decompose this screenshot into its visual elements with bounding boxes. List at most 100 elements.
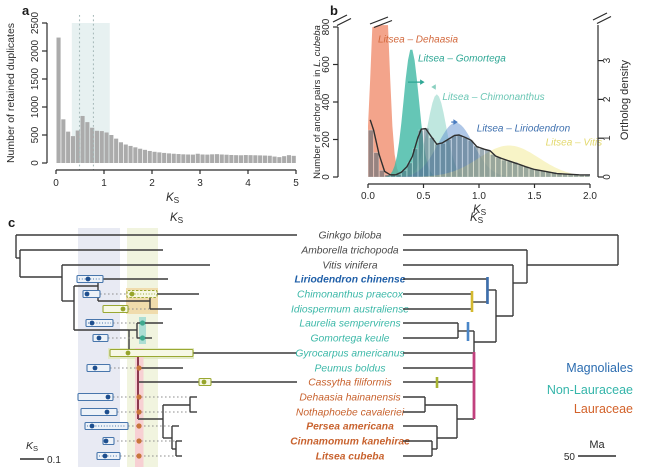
x-tick-label: 4 xyxy=(245,178,251,189)
legend-magnoliales: Magnoliales xyxy=(566,361,633,375)
ks-tree-header: KS xyxy=(170,212,184,225)
peak-shift-arrowhead xyxy=(431,84,436,90)
y-tick-label: 0 xyxy=(30,160,41,166)
anchor-pair-histogram xyxy=(368,128,590,178)
ks-tree xyxy=(15,234,297,457)
y-tick-label: 600 xyxy=(321,56,332,73)
x-tick-label: 0.0 xyxy=(361,191,375,202)
histogram-bar xyxy=(495,157,502,178)
ma-scalebar-label: Ma xyxy=(589,439,605,451)
histogram-bar xyxy=(467,140,474,178)
histogram-bar xyxy=(258,155,263,163)
x-tick-label: 5 xyxy=(293,178,299,189)
histogram-bar xyxy=(243,155,248,163)
histogram-bar xyxy=(104,132,109,163)
curve-label-litsea-gomortega: Litsea – Gomortega xyxy=(418,54,506,65)
species-label: Cassytha filiformis xyxy=(308,378,392,389)
ks-ci-box-blue xyxy=(77,392,114,402)
right-y-tick-label: 0 xyxy=(602,174,613,180)
ks-node-dot-blue xyxy=(89,423,95,429)
histogram-bar xyxy=(451,135,457,178)
ma-scalebar-value: 50 xyxy=(564,452,576,463)
histogram-bar xyxy=(291,155,296,163)
histogram-bar xyxy=(229,154,234,163)
species-label: Vitis vinifera xyxy=(322,261,378,272)
histogram-bar xyxy=(186,154,191,163)
y-tick-label: 800 xyxy=(321,18,332,35)
histogram-bar xyxy=(456,134,463,178)
histogram-bar xyxy=(551,172,557,178)
histogram-bar xyxy=(434,143,441,178)
right-y-axis-label: Ortholog density xyxy=(619,59,631,140)
histogram-bar xyxy=(61,119,66,163)
histogram-bar xyxy=(440,143,446,178)
ks-node-dot-olive xyxy=(125,350,131,356)
histogram-bar xyxy=(479,148,485,178)
histogram-bar xyxy=(379,170,385,178)
panel-a-ks-histogram: 0 500 1000 1500 2000 2500 0 1 2 3 4 5 KS Number of re… xyxy=(5,11,299,205)
histogram-bar xyxy=(181,154,186,163)
ks-scalebar-label: KS xyxy=(26,440,38,453)
ks-ci-box-olive xyxy=(109,348,194,358)
histogram-bar xyxy=(109,135,114,163)
histogram-bar xyxy=(267,155,272,163)
right-axis-break-gap xyxy=(591,11,609,24)
time-tree xyxy=(403,234,619,457)
x-tick-label: 1 xyxy=(101,178,107,189)
species-label: Liriodendron chinense xyxy=(295,275,406,286)
histogram-bar xyxy=(490,154,496,178)
histogram-bar xyxy=(162,152,167,163)
histogram-bar xyxy=(373,152,380,178)
species-label: Laurelia sempervirens xyxy=(299,319,400,330)
species-label: Idiospermum australiense xyxy=(291,305,409,316)
lauraceae-band-pink xyxy=(135,348,144,467)
ks-node-dot-blue xyxy=(85,276,91,282)
histogram-bar xyxy=(286,155,291,163)
right-y-tick-label: 1 xyxy=(602,135,613,141)
histogram-bar xyxy=(517,164,524,178)
species-label: Chimonanthus praecox xyxy=(297,290,404,301)
histogram-bar xyxy=(85,122,90,163)
ks-ci-box-blue xyxy=(86,363,111,373)
histogram-bar xyxy=(176,154,181,163)
histogram-bar xyxy=(114,138,119,163)
time-tree-header: KS xyxy=(470,212,484,225)
curve-label-litsea-dehaasia: Litsea – Dehaasia xyxy=(378,34,458,45)
x-tick-label: 3 xyxy=(197,178,203,189)
species-label: Gyrocarpus americanus xyxy=(295,349,404,360)
ks-node-dot-olive xyxy=(129,291,135,297)
histogram-bar xyxy=(277,157,282,163)
histogram-bar xyxy=(501,159,507,178)
histogram-bar xyxy=(200,154,205,163)
left-axis-break xyxy=(332,14,348,23)
lauraceae-node-dot xyxy=(136,438,142,444)
species-label: Cinnamomum kanehirae xyxy=(290,437,410,448)
lauraceae-node-dot xyxy=(136,453,142,459)
species-label: Dehaasia hainanensis xyxy=(299,393,400,404)
curve-label-litsea-vitis: Litsea – Vitis xyxy=(546,138,603,149)
histogram-bar xyxy=(462,137,468,178)
right-axis-break xyxy=(596,15,612,25)
histogram-bar xyxy=(66,131,71,163)
panel-c-phylogeny: Ginkgo biloba Amborella trichopoda Vitis v… xyxy=(15,212,633,467)
left-y-axis-label: Number of anchor pairs in L. cubeba xyxy=(312,25,323,179)
histogram-bar xyxy=(99,131,104,163)
ks-node-dot-blue xyxy=(84,291,90,297)
panel-b-anchor-pairs-density: Litsea – Dehaasia Litsea – Gomortega Litse… xyxy=(312,11,631,217)
histogram-bar xyxy=(90,127,95,163)
species-label: Ginkgo biloba xyxy=(319,231,382,242)
left-axis-break xyxy=(336,17,352,27)
ks-node-dot-blue xyxy=(104,409,110,415)
x-axis-label: KS xyxy=(473,204,487,217)
y-tick-label: 1500 xyxy=(30,67,41,90)
histogram-bar xyxy=(219,154,224,163)
histogram-bar xyxy=(118,142,123,163)
y-tick-label: 0 xyxy=(321,174,332,180)
species-label: Peumus boldus xyxy=(315,364,386,375)
ks-ci-box-olive xyxy=(126,289,158,299)
density-curve-litsea-chimonanthus xyxy=(368,94,590,177)
species-label: Gomortega keule xyxy=(311,334,390,345)
x-tick-label: 0 xyxy=(53,178,59,189)
lauraceae-node-dot xyxy=(136,365,142,371)
